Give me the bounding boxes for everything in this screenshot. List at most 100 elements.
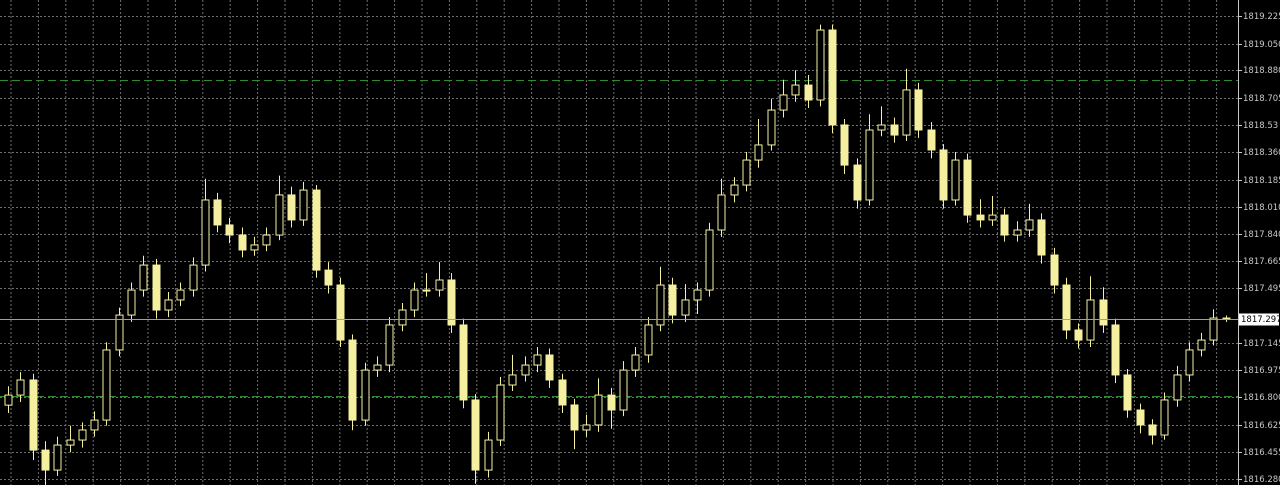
candle-body-up bbox=[422, 289, 431, 292]
y-tick-label: 1819.050 bbox=[1243, 40, 1280, 50]
candle-body-up bbox=[865, 129, 874, 201]
candle-body-up bbox=[521, 364, 530, 376]
candle-body-down bbox=[939, 149, 948, 201]
candle-body-up bbox=[730, 184, 739, 196]
candle-body-down bbox=[348, 339, 357, 421]
candle-body-down bbox=[668, 284, 677, 316]
y-tick-label: 1819.225 bbox=[1243, 12, 1280, 22]
y-tick-label: 1818.705 bbox=[1243, 94, 1280, 104]
candle-body-up bbox=[779, 94, 788, 111]
candle-body-up bbox=[644, 324, 653, 356]
candle-body-up bbox=[533, 354, 542, 366]
y-tick-label: 1818.53 bbox=[1243, 121, 1278, 131]
candle-body-up bbox=[902, 89, 911, 136]
candle-body-up bbox=[877, 124, 886, 131]
candle-body-down bbox=[1000, 214, 1009, 236]
candle-body-up bbox=[250, 244, 259, 251]
candle-body-up bbox=[53, 444, 62, 471]
y-tick-label: 1817.840 bbox=[1243, 230, 1280, 240]
candle-body-down bbox=[287, 194, 296, 221]
candle-body-down bbox=[1123, 374, 1132, 411]
candle-body-up bbox=[742, 159, 751, 186]
y-tick-label: 1816.455 bbox=[1243, 448, 1280, 458]
y-tick-label: 1818.010 bbox=[1243, 203, 1280, 213]
candle-body-up bbox=[1086, 299, 1095, 341]
candle-body-up bbox=[435, 279, 444, 291]
candle-body-up bbox=[619, 369, 628, 411]
candle-body-up bbox=[102, 349, 111, 421]
plot-area bbox=[0, 24, 1238, 485]
y-tick-label: 1817.145 bbox=[1243, 339, 1280, 349]
candle-body-up bbox=[78, 429, 87, 441]
y-tick-label: 1816.975 bbox=[1243, 366, 1280, 376]
candle-body-up bbox=[508, 374, 517, 386]
candle-body-down bbox=[607, 394, 616, 411]
candle-body-down bbox=[976, 214, 985, 221]
candle-body-up bbox=[1160, 399, 1169, 436]
candle-body-down bbox=[324, 269, 333, 286]
candle-body-down bbox=[1037, 219, 1046, 256]
current-price-label: 1817.297 bbox=[1241, 315, 1280, 325]
candle-body-up bbox=[1197, 339, 1206, 351]
candle-body-up bbox=[139, 264, 148, 291]
candle-body-up bbox=[90, 419, 99, 431]
candle-body-down bbox=[459, 324, 468, 401]
candle-body-up bbox=[1025, 219, 1034, 231]
candle-body-up bbox=[16, 379, 25, 396]
candle-body-up bbox=[398, 309, 407, 326]
candle-body-up bbox=[705, 229, 714, 291]
candle-body-up bbox=[164, 299, 173, 311]
candle-body-down bbox=[804, 84, 813, 101]
candle-body-down bbox=[336, 284, 345, 341]
candle-body-down bbox=[963, 159, 972, 216]
candle-body-down bbox=[447, 279, 456, 326]
candle-body-down bbox=[545, 354, 554, 381]
candle-body-up bbox=[410, 289, 419, 311]
y-tick-label: 1818.880 bbox=[1243, 66, 1280, 76]
candle-body-up bbox=[299, 189, 308, 221]
candle-body-up bbox=[988, 214, 997, 221]
candle-body-up bbox=[767, 109, 776, 146]
y-tick-label: 1817.665 bbox=[1243, 257, 1280, 267]
candle-body-up bbox=[582, 424, 591, 431]
candle-body-up bbox=[189, 264, 198, 291]
candle-body-down bbox=[213, 199, 222, 226]
candle-body-down bbox=[914, 89, 923, 131]
candle-body-up bbox=[594, 394, 603, 426]
candle-body-up bbox=[681, 299, 690, 316]
candle-body-down bbox=[927, 129, 936, 151]
candle-body-up bbox=[951, 159, 960, 201]
candle-body-up bbox=[201, 199, 210, 266]
current-price-box bbox=[1239, 313, 1279, 326]
candle-body-down bbox=[570, 404, 579, 431]
candle-body-down bbox=[238, 234, 247, 251]
candle-body-up bbox=[496, 384, 505, 441]
candle-body-down bbox=[1099, 299, 1108, 326]
candle-body-down bbox=[1148, 424, 1157, 436]
candle-body-down bbox=[471, 399, 480, 471]
candle-body-up bbox=[791, 84, 800, 96]
candle-body-up bbox=[4, 394, 13, 406]
candle-body-up bbox=[1185, 349, 1194, 376]
candle-body-down bbox=[1062, 284, 1071, 331]
candle-body-up bbox=[361, 369, 370, 421]
candle-body-down bbox=[152, 264, 161, 311]
candle-body-down bbox=[853, 164, 862, 201]
candle-body-up bbox=[816, 29, 825, 101]
candle-body-down bbox=[29, 379, 38, 451]
candle-body-up bbox=[754, 144, 763, 161]
candle-body-up bbox=[373, 364, 382, 371]
candle-body-down bbox=[1050, 254, 1059, 286]
y-tick-label: 1817.495 bbox=[1243, 284, 1280, 294]
candle-body-up bbox=[693, 289, 702, 301]
candle-body-down bbox=[840, 124, 849, 166]
candle-body-up bbox=[127, 289, 136, 316]
candle-body-up bbox=[717, 194, 726, 231]
candle-body-up bbox=[656, 284, 665, 326]
candle-body-down bbox=[828, 29, 837, 126]
y-tick-label: 1818.185 bbox=[1243, 176, 1280, 186]
candle-body-down bbox=[1111, 324, 1120, 376]
candle-body-up bbox=[631, 354, 640, 371]
